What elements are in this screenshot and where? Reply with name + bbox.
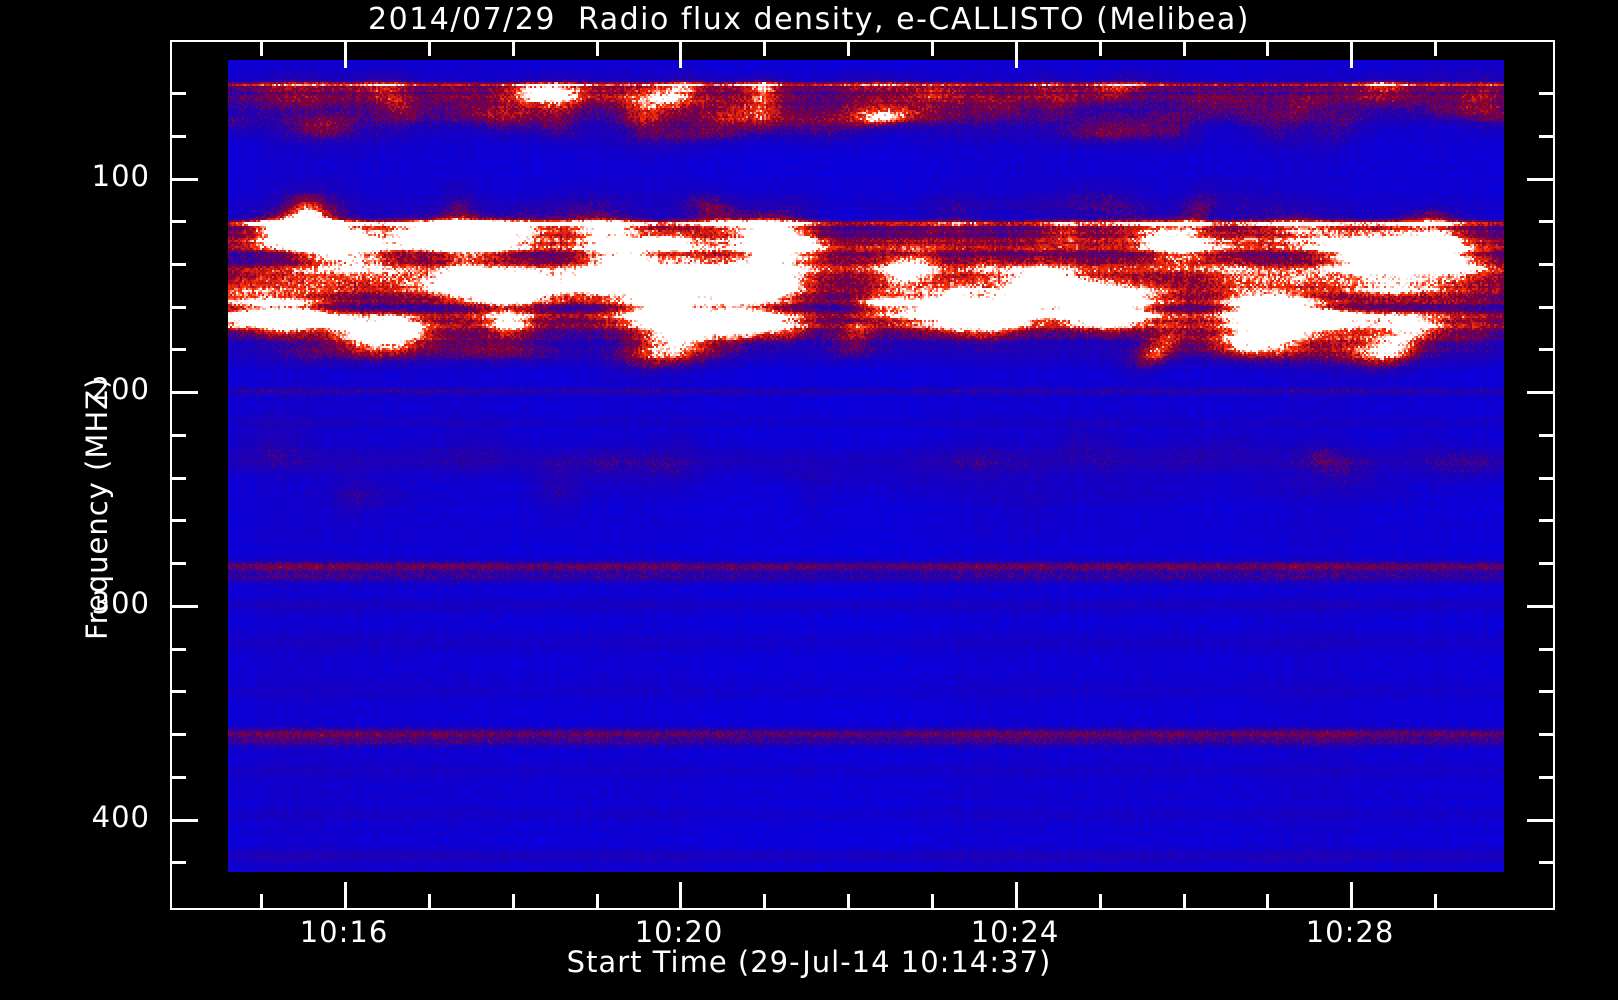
x-major-tick-top [679,40,682,68]
y-minor-tick [170,519,186,522]
y-minor-tick-right [1539,776,1555,779]
page-title: 2014/07/29 Radio flux density, e-CALLIST… [368,2,1250,37]
spectrogram-image [228,60,1504,872]
x-minor-tick [1266,894,1269,910]
y-minor-tick [170,263,186,266]
y-minor-tick [170,562,186,565]
x-minor-tick-top [596,40,599,56]
y-axis-title: Frequency (MHZ) [80,376,114,640]
y-minor-tick-right [1539,434,1555,437]
y-tick-label: 200 [91,372,150,406]
y-minor-tick-right [1539,220,1555,223]
x-minor-tick-top [428,40,431,56]
x-minor-tick-top [1183,40,1186,56]
x-minor-tick-top [260,40,263,56]
y-minor-tick-right [1539,92,1555,95]
x-tick-label: 10:20 [634,915,724,949]
x-minor-tick-top [1099,40,1102,56]
x-major-tick [344,882,347,910]
y-minor-tick-right [1539,519,1555,522]
y-minor-tick [170,434,186,437]
y-minor-tick [170,135,186,138]
x-minor-tick-top [512,40,515,56]
x-minor-tick-top [847,40,850,56]
y-minor-tick [170,776,186,779]
x-minor-tick-top [1266,40,1269,56]
x-minor-tick [1099,894,1102,910]
y-minor-tick-right [1539,733,1555,736]
x-minor-tick [428,894,431,910]
x-minor-tick [512,894,515,910]
y-major-tick [170,605,198,608]
y-minor-tick-right [1539,477,1555,480]
y-minor-tick [170,92,186,95]
y-major-tick [170,178,198,181]
y-major-tick [170,819,198,822]
y-tick-label: 400 [91,800,150,834]
y-minor-tick [170,477,186,480]
y-minor-tick [170,348,186,351]
y-minor-tick-right [1539,263,1555,266]
y-minor-tick [170,690,186,693]
y-minor-tick [170,861,186,864]
y-major-tick-right [1527,605,1555,608]
y-minor-tick [170,220,186,223]
x-minor-tick [596,894,599,910]
y-minor-tick-right [1539,861,1555,864]
x-tick-label: 10:28 [1305,915,1395,949]
y-major-tick [170,391,198,394]
y-minor-tick-right [1539,306,1555,309]
y-minor-tick-right [1539,648,1555,651]
x-axis-title: Start Time (29-Jul-14 10:14:37) [566,945,1052,979]
y-minor-tick-right [1539,562,1555,565]
x-minor-tick-top [763,40,766,56]
x-tick-label: 10:24 [970,915,1060,949]
y-major-tick-right [1527,391,1555,394]
x-minor-tick [1183,894,1186,910]
x-minor-tick-top [1434,40,1437,56]
y-minor-tick [170,648,186,651]
x-minor-tick [931,894,934,910]
y-tick-label: 100 [91,159,150,193]
x-major-tick-top [1015,40,1018,68]
x-major-tick [1350,882,1353,910]
x-minor-tick [260,894,263,910]
x-minor-tick-top [931,40,934,56]
y-major-tick-right [1527,178,1555,181]
y-minor-tick [170,306,186,309]
x-major-tick-top [344,40,347,68]
y-tick-label: 300 [91,586,150,620]
x-minor-tick [1434,894,1437,910]
x-minor-tick [847,894,850,910]
x-major-tick [1015,882,1018,910]
y-minor-tick-right [1539,348,1555,351]
x-major-tick [679,882,682,910]
y-major-tick-right [1527,819,1555,822]
x-major-tick-top [1350,40,1353,68]
x-minor-tick [763,894,766,910]
x-tick-label: 10:16 [299,915,389,949]
y-minor-tick-right [1539,135,1555,138]
y-minor-tick [170,733,186,736]
y-minor-tick-right [1539,690,1555,693]
